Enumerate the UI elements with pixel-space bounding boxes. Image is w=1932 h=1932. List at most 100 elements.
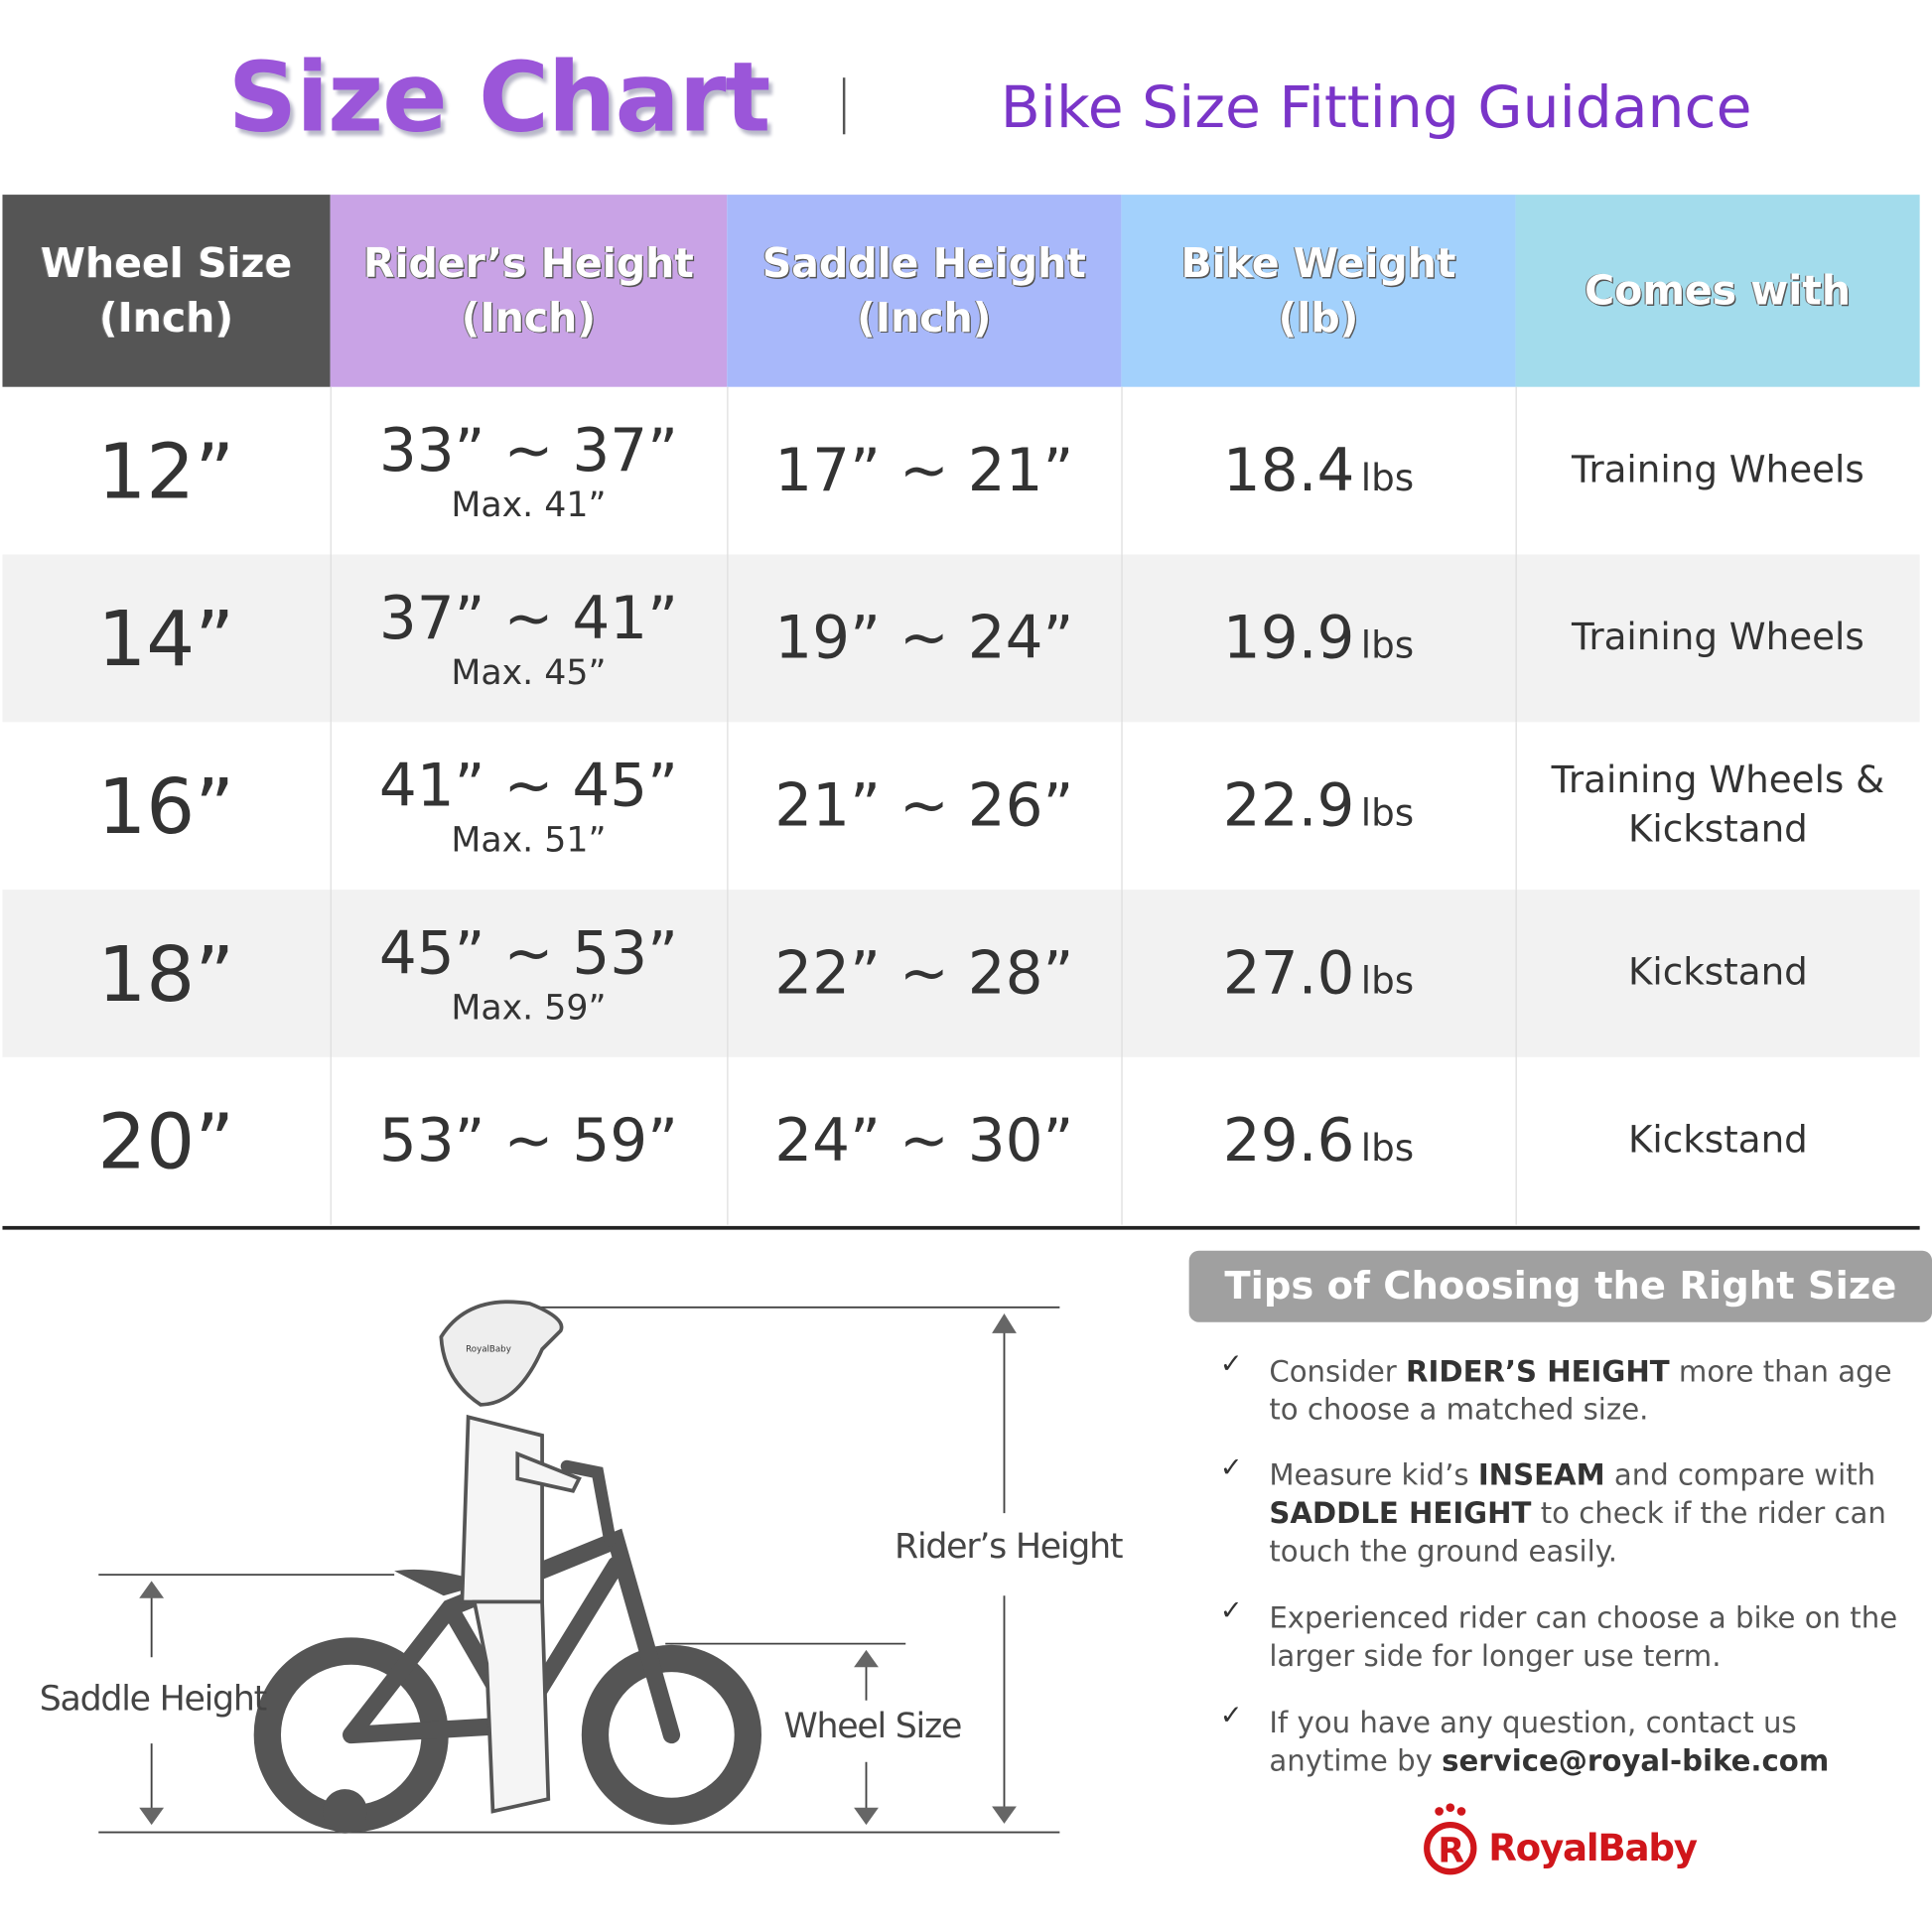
bike-fit-illustration: RoyalBaby — [98, 1300, 1060, 1834]
bike-weight-cell: 29.6 lbs — [1120, 1056, 1516, 1225]
arrow-head-icon — [854, 1807, 879, 1826]
bike-weight-cell: 27.0 lbs — [1120, 890, 1516, 1057]
saddle-height-cell: 19” ~ 24” — [726, 554, 1122, 723]
comes-with-text: Training Wheels — [1572, 616, 1864, 659]
tips-header: Tips of Choosing the Right Size — [1188, 1250, 1932, 1322]
rider-height-max: Max. 51” — [451, 818, 607, 860]
comes-with-cell: Training Wheels — [1514, 554, 1920, 723]
royalbaby-logo: R RoyalBaby — [1424, 1803, 1699, 1875]
column-header-line2: (Inch) — [461, 293, 597, 342]
checkmark-icon: ✓ — [1219, 1349, 1243, 1381]
arrow-head-icon — [992, 1313, 1017, 1333]
bike-weight-value: 19.9 — [1222, 604, 1355, 673]
tip-emphasis: INSEAM — [1477, 1457, 1605, 1492]
saddle-height-cell: 22” ~ 28” — [726, 890, 1122, 1057]
bike-weight-unit: lbs — [1360, 792, 1415, 836]
tip-item: ✓ Measure kid’s INSEAM and compare with S… — [1220, 1452, 1910, 1571]
brand-name: RoyalBaby — [1488, 1826, 1698, 1869]
rider-height-cell: 33” ~ 37” Max. 41” — [329, 386, 728, 555]
column-header-line1: Bike Weight — [1180, 238, 1456, 288]
saddle-height-range: 19” ~ 24” — [774, 604, 1074, 673]
column-header: Comes with — [1515, 195, 1920, 387]
tip-text-part: more than age to choose a matched size. — [1269, 1353, 1892, 1428]
saddle-height-range: 21” ~ 26” — [774, 770, 1074, 841]
bike-weight-unit: lbs — [1360, 457, 1415, 500]
riders-height-label: Rider’s Height — [895, 1525, 1124, 1567]
comes-with-cell: Kickstand — [1514, 890, 1920, 1057]
column-header-line1: Wheel Size — [40, 238, 293, 288]
tip-text: Consider RIDER’S HEIGHT more than age to… — [1269, 1353, 1909, 1430]
saddle-height-range: 17” ~ 21” — [774, 436, 1074, 505]
saddle-height-range: 22” ~ 28” — [774, 938, 1074, 1009]
rider-height-range: 37” ~ 41” — [378, 583, 678, 653]
tip-item: ✓ Experienced rider can choose a bike on … — [1220, 1595, 1910, 1676]
wheel-size-cell: 12” — [2, 387, 330, 555]
tip-text-part: Measure kid’s — [1269, 1457, 1478, 1492]
checkmark-icon: ✓ — [1219, 1595, 1243, 1627]
column-header: Wheel Size (Inch) — [2, 195, 331, 387]
column-header-line2: (lb) — [1278, 293, 1359, 342]
wheel-size: 14” — [97, 593, 235, 684]
arrow-head-icon — [992, 1806, 1017, 1824]
saddle-height-cell: 17” ~ 21” — [726, 386, 1122, 555]
comes-with-cell: Training Wheels — [1514, 386, 1920, 555]
tip-text-part: and compare with — [1604, 1457, 1876, 1492]
column-header: Bike Weight (lb) — [1121, 195, 1516, 387]
bike-weight-value: 18.4 — [1222, 436, 1355, 505]
column-header: Rider’s Height (Inch) — [330, 195, 728, 387]
tip-text: If you have any question, contact us any… — [1269, 1704, 1909, 1780]
rider-height-max: Max. 45” — [451, 650, 607, 692]
rider-height-range: 45” ~ 53” — [378, 918, 678, 988]
tip-text: Measure kid’s INSEAM and compare with SA… — [1269, 1456, 1909, 1571]
comes-with-text: Kickstand — [1627, 951, 1808, 995]
tip-text-part: to check if the rider can touch the grou… — [1269, 1495, 1886, 1569]
rider-height-cell: 45” ~ 53” Max. 59” — [329, 890, 728, 1057]
tip-text-part: Experienced rider can choose a bike on t… — [1269, 1600, 1898, 1674]
tip-emphasis: RIDER’S HEIGHT — [1406, 1353, 1670, 1389]
rider-height-cell: 53” ~ 59” — [329, 1056, 728, 1225]
tip-text-part: If you have any question, contact us any… — [1269, 1705, 1797, 1778]
tip-item: ✓ Consider RIDER’S HEIGHT more than age t… — [1220, 1349, 1910, 1430]
table-row: 12” 33” ~ 37” Max. 41” 17” ~ 21” 18.4 lbs Tra… — [2, 386, 1920, 555]
tip-item: ✓ If you have any question, contact us an… — [1220, 1701, 1910, 1780]
rider-height-range: 53” ~ 59” — [378, 1106, 678, 1176]
wheel-size-cell: 16” — [2, 722, 330, 890]
title-divider — [842, 77, 846, 135]
wheel-size: 20” — [97, 1095, 235, 1186]
column-header-line1: Comes with — [1585, 266, 1852, 315]
table-bottom-rule — [2, 1225, 1920, 1230]
rider-height-range: 33” ~ 37” — [378, 415, 678, 485]
bike-weight-cell: 19.9 lbs — [1120, 554, 1516, 723]
saddle-height-cell: 21” ~ 26” — [726, 722, 1122, 891]
table-header: Wheel Size (Inch) Rider’s Height (Inch) Sadd… — [2, 195, 1920, 387]
front-wheel — [581, 1644, 761, 1826]
wheel-size: 12” — [97, 425, 235, 516]
bike-weight-cell: 18.4 lbs — [1120, 386, 1516, 555]
arrow-head-icon — [139, 1807, 165, 1826]
table-row: 14” 37” ~ 41” Max. 45” 19” ~ 24” 19.9 lbs Tra… — [2, 554, 1920, 723]
bike-weight-value: 22.9 — [1222, 770, 1355, 841]
comes-with-text: Training Wheels & — [1551, 759, 1885, 802]
wheel-size-cell: 20” — [2, 1057, 330, 1225]
column-header-line2: (Inch) — [98, 293, 234, 342]
size-table: Wheel Size (Inch) Rider’s Height (Inch) Sadd… — [2, 195, 1920, 1225]
saddle-height-range: 24” ~ 30” — [774, 1106, 1074, 1176]
arrow-head-icon — [139, 1581, 165, 1598]
page-subtitle: Bike Size Fitting Guidance — [1000, 73, 1752, 142]
comes-with-text: Kickstand — [1627, 1118, 1808, 1163]
column-header-line1: Rider’s Height — [362, 238, 694, 288]
checkmark-icon: ✓ — [1219, 1452, 1243, 1484]
table-row: 16” 41” ~ 45” Max. 51” 21” ~ 26” 22.9 lbs Tra… — [2, 722, 1920, 891]
child-drawing — [439, 1300, 582, 1814]
tip-emphasis: service@royal-bike.com — [1442, 1743, 1830, 1778]
tip-emphasis: SADDLE HEIGHT — [1269, 1495, 1532, 1531]
rider-height-max: Max. 41” — [451, 483, 607, 525]
rider-height-cell: 37” ~ 41” Max. 45” — [329, 554, 728, 723]
comes-with-cell: Training Wheels & Kickstand — [1514, 722, 1920, 891]
saddle-height-label: Saddle Height — [39, 1678, 268, 1720]
bike-weight-cell: 22.9 lbs — [1120, 722, 1516, 891]
rider-height-range: 41” ~ 45” — [378, 751, 678, 820]
tip-text: Experienced rider can choose a bike on t… — [1269, 1599, 1909, 1676]
table-row: 20” 53” ~ 59” 24” ~ 30” 29.6 lbs Kickstand — [2, 1056, 1920, 1225]
